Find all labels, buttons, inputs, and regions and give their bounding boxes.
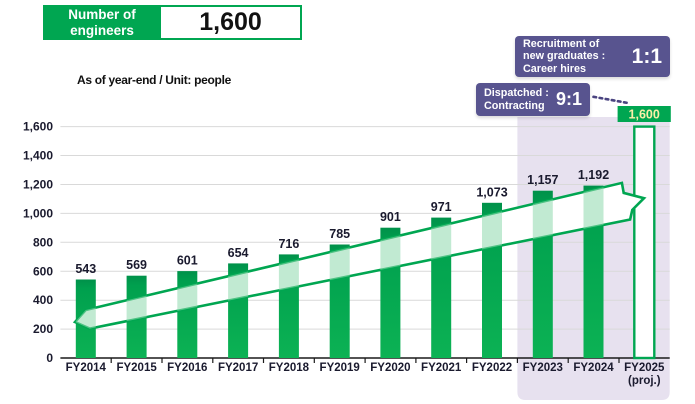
svg-text:1,073: 1,073 <box>476 185 507 199</box>
svg-text:1,192: 1,192 <box>578 168 609 182</box>
svg-text:FY2017: FY2017 <box>218 362 258 374</box>
svg-text:400: 400 <box>33 293 53 307</box>
svg-text:543: 543 <box>75 262 96 276</box>
svg-text:1,000: 1,000 <box>23 207 53 221</box>
svg-text:200: 200 <box>33 322 53 336</box>
svg-text:600: 600 <box>33 264 53 278</box>
svg-text:601: 601 <box>177 254 198 268</box>
svg-text:1,600: 1,600 <box>629 107 660 121</box>
svg-text:FY2014: FY2014 <box>66 362 107 374</box>
svg-text:FY2018: FY2018 <box>269 362 310 374</box>
svg-text:FY2020: FY2020 <box>370 362 410 374</box>
svg-text:1,600: 1,600 <box>23 120 53 134</box>
svg-text:FY2024: FY2024 <box>573 362 614 374</box>
svg-text:654: 654 <box>228 246 249 260</box>
svg-text:FY2023: FY2023 <box>523 362 563 374</box>
svg-text:FY2025: FY2025 <box>624 362 665 374</box>
svg-text:1,200: 1,200 <box>23 178 53 192</box>
svg-text:FY2015: FY2015 <box>116 362 157 374</box>
svg-text:901: 901 <box>380 210 401 224</box>
svg-text:716: 716 <box>278 237 299 251</box>
svg-text:1,157: 1,157 <box>527 173 558 187</box>
svg-text:(proj.): (proj.) <box>628 375 661 387</box>
svg-text:FY2016: FY2016 <box>167 362 207 374</box>
svg-text:FY2021: FY2021 <box>421 362 462 374</box>
svg-text:971: 971 <box>431 200 452 214</box>
svg-text:1,400: 1,400 <box>23 149 53 163</box>
svg-text:785: 785 <box>329 227 350 241</box>
svg-text:FY2019: FY2019 <box>320 362 360 374</box>
svg-text:FY2022: FY2022 <box>472 362 512 374</box>
svg-text:569: 569 <box>126 258 147 272</box>
svg-text:800: 800 <box>33 235 53 249</box>
svg-text:0: 0 <box>46 351 53 365</box>
